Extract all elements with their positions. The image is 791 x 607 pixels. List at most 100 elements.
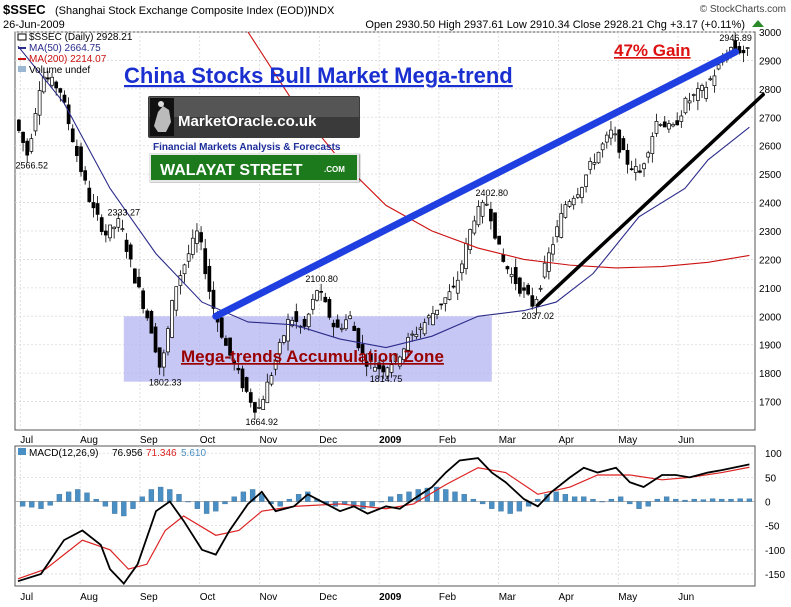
candle-body	[518, 277, 522, 294]
candle-body	[406, 337, 410, 351]
candle-body	[460, 263, 464, 274]
candle-body	[120, 228, 125, 231]
macd-histogram-bar	[378, 501, 385, 503]
candle-body	[261, 399, 266, 410]
candle-body	[377, 362, 381, 370]
candle-body	[335, 319, 340, 328]
candle-body	[112, 226, 116, 230]
candle-body	[716, 64, 721, 70]
candle-body	[704, 86, 709, 99]
macd-histogram-bar	[65, 491, 72, 502]
logo-brand: MarketOracle.co.uk	[178, 113, 317, 130]
macd-histogram-bar	[249, 489, 256, 502]
candle-body	[33, 113, 38, 132]
candle-body	[41, 76, 46, 93]
macd-histogram-bar	[562, 494, 569, 502]
candle-body	[99, 217, 104, 232]
price-y-tick: 2300	[759, 227, 782, 238]
macd-histogram-bar	[535, 498, 541, 502]
candle-body	[489, 208, 493, 222]
candle-body	[166, 328, 170, 353]
candle-body	[253, 402, 257, 413]
macd-legend-label: MACD(12,26,9)	[29, 448, 98, 459]
candle-body	[691, 94, 696, 96]
candle-body	[116, 218, 121, 228]
legend-price: $SSEC (Daily) 2928.21	[29, 32, 133, 43]
macd-histogram-bar	[737, 498, 743, 502]
candle-body	[331, 322, 336, 328]
price-label: 1664.92	[246, 417, 279, 427]
candle-body	[360, 344, 365, 355]
logo-sign-suffix: .COM	[324, 165, 345, 174]
macd-x-tick: May	[618, 592, 637, 603]
price-x-tick: Jun	[678, 435, 694, 446]
logo-sign: WALAYAT STREET	[160, 162, 303, 179]
candle-body	[613, 133, 617, 136]
candle-body	[87, 187, 92, 202]
chart-symbol: $SSEC	[3, 2, 46, 17]
candle-body	[650, 136, 655, 154]
macd-histogram-bar	[277, 501, 283, 507]
price-y-tick: 2600	[759, 142, 782, 153]
macd-histogram-bar	[130, 501, 136, 509]
candle-body	[83, 170, 88, 181]
price-x-tick: Feb	[439, 435, 457, 446]
candle-body	[381, 365, 386, 373]
legend-volume: Volume undef	[29, 65, 90, 76]
candle-body	[199, 232, 203, 243]
price-y-tick: 2400	[759, 199, 782, 210]
macd-panel: 100 50 0 -50 -100 -150 Jul Aug Sep Oct Nov Dec 2009…	[14, 445, 785, 603]
macd-histogram-bar	[470, 498, 477, 502]
candle-body	[17, 119, 21, 131]
macd-legend-v1: 76.956	[112, 448, 143, 459]
ma200-line	[247, 31, 750, 269]
macd-y-tick: -150	[765, 570, 785, 581]
macd-x-tick: Nov	[260, 592, 278, 603]
candle-body	[625, 149, 630, 165]
price-y-tick: 2500	[759, 170, 782, 181]
candle-body	[604, 134, 609, 143]
macd-y-tick: 50	[765, 473, 777, 484]
accumulation-zone	[123, 316, 492, 382]
candle-body	[128, 244, 133, 260]
candle-body	[422, 322, 427, 335]
price-x-tick: Jul	[20, 435, 33, 446]
macd-histogram-bar	[516, 501, 523, 512]
candle-body	[306, 313, 311, 328]
candle-body	[248, 392, 253, 403]
macd-histogram-bar	[489, 501, 495, 509]
macd-x-tick: Jul	[20, 592, 33, 603]
macd-histogram-bar	[56, 494, 63, 502]
candle-body	[170, 300, 174, 338]
macd-histogram-bar	[700, 499, 707, 502]
candle-body	[621, 138, 626, 151]
candle-body	[555, 226, 559, 238]
candle-body	[551, 244, 555, 255]
candle-body	[480, 201, 485, 217]
candle-body	[368, 354, 373, 361]
candle-body	[70, 128, 75, 143]
candle-body	[513, 267, 518, 285]
macd-histogram-bar	[599, 501, 605, 503]
candle-body	[580, 187, 584, 198]
candle-body	[497, 235, 502, 245]
macd-histogram-bar	[259, 494, 265, 502]
candle-body	[356, 328, 361, 349]
macd-histogram-bar	[433, 486, 440, 502]
macd-histogram-bar	[673, 498, 679, 502]
candle-body	[91, 202, 96, 209]
candle-body	[344, 319, 348, 330]
macd-histogram-bar	[139, 496, 145, 502]
macd-histogram-bar	[617, 496, 624, 502]
macd-histogram-bar	[663, 496, 670, 502]
macd-x-tick: Aug	[80, 592, 98, 603]
macd-histogram-bar	[157, 486, 164, 502]
candle-body	[232, 360, 237, 364]
candle-body	[219, 317, 224, 338]
macd-histogram-bar	[746, 498, 753, 502]
macd-histogram	[19, 486, 753, 517]
candle-body	[501, 254, 506, 262]
candle-body	[571, 197, 576, 206]
price-y-tick: 2100	[759, 284, 782, 295]
candle-body	[410, 333, 415, 336]
